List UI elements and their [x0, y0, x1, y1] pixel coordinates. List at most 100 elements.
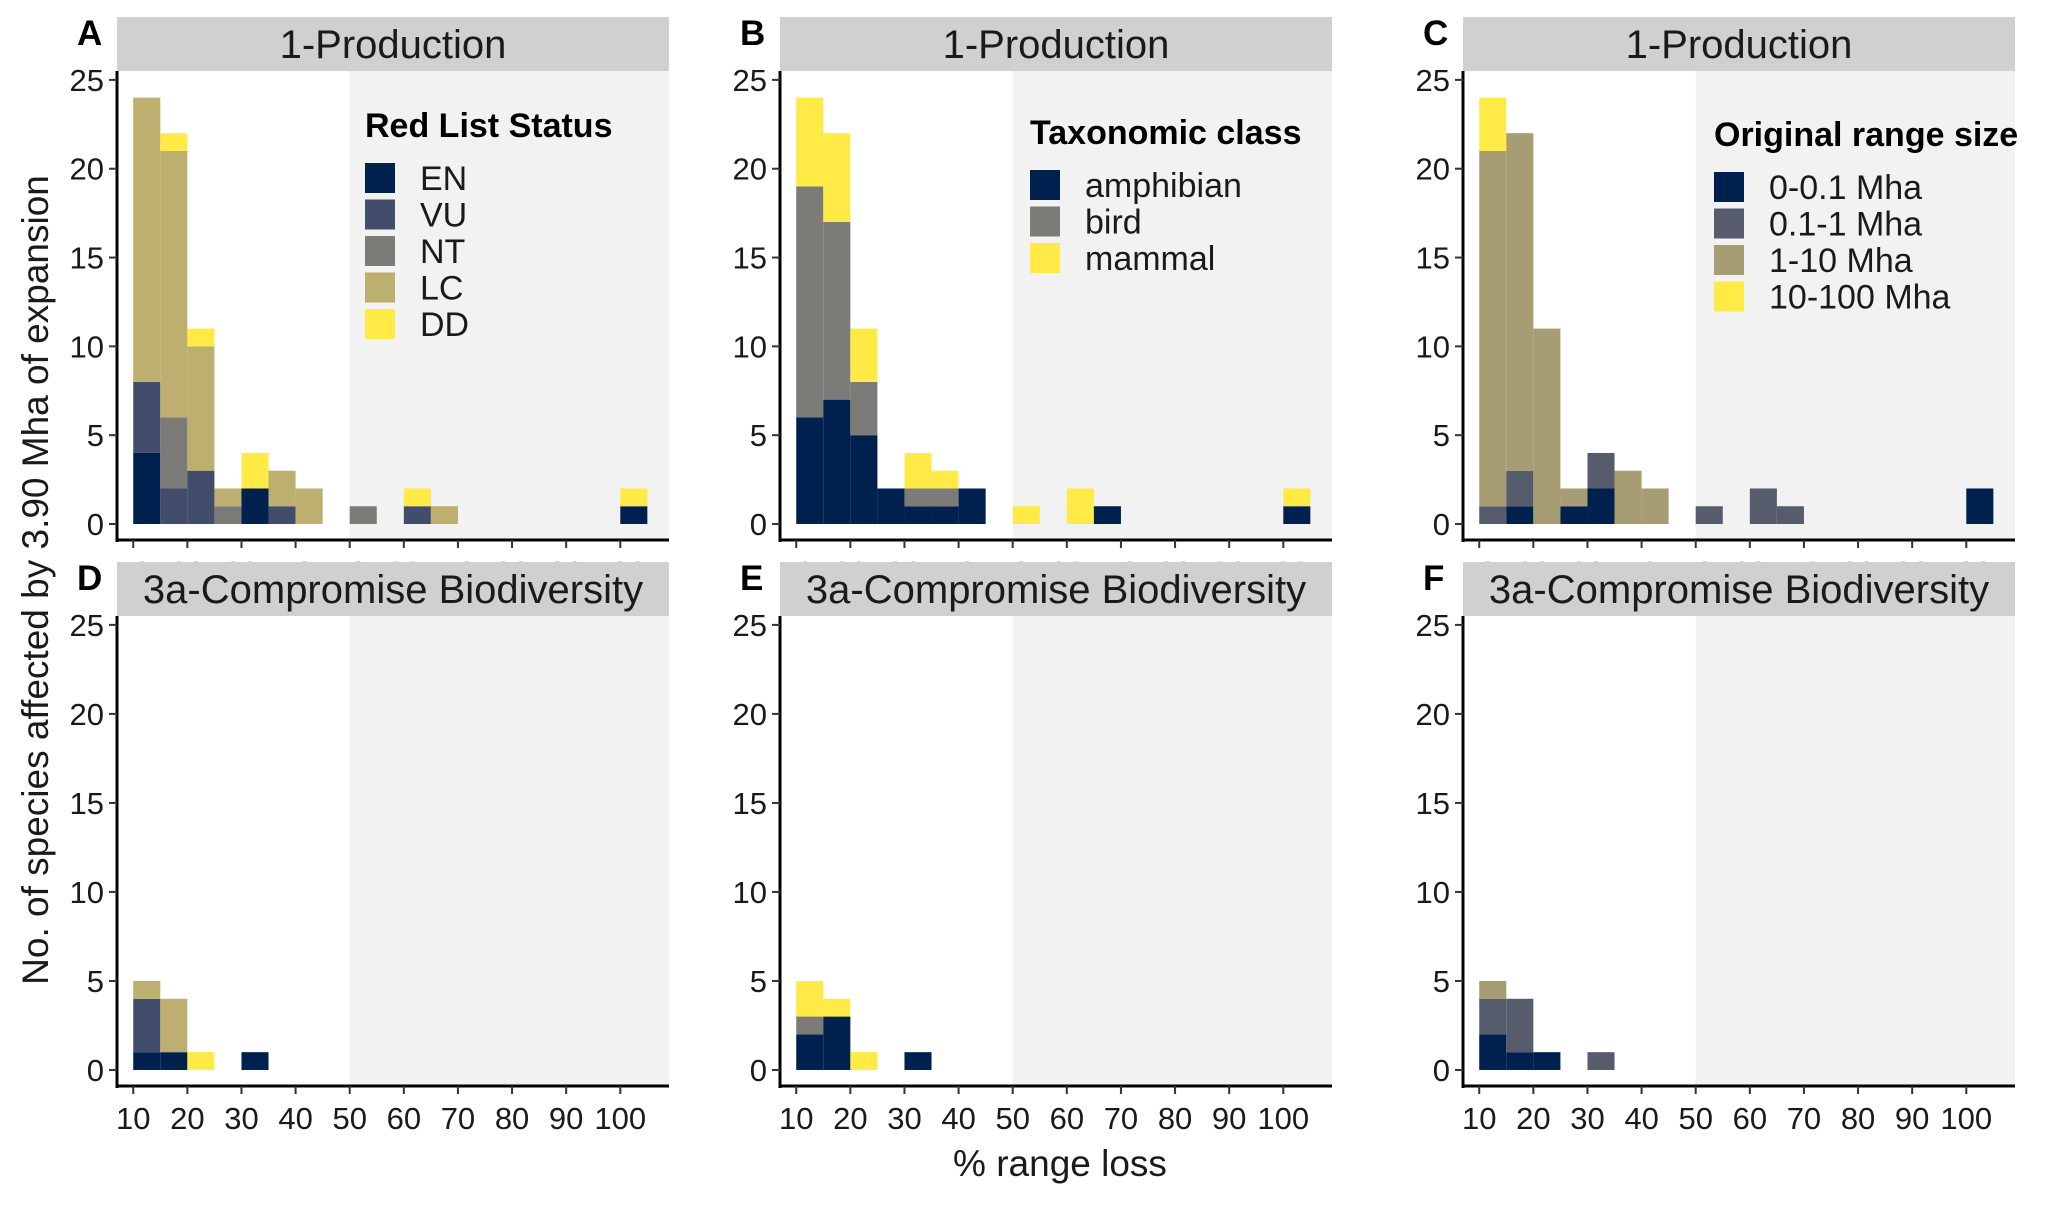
shaded-region: [1695, 616, 2015, 1086]
facet-strip-label: 1-Production: [943, 23, 1170, 67]
facet-strip-label: 3a-Compromise Biodiversity: [143, 568, 643, 612]
histogram-bar-segment: [1506, 506, 1534, 525]
facet-strip: [1463, 17, 2015, 71]
x-tick-label: 30: [887, 1101, 921, 1136]
histogram-bar-segment: [160, 150, 188, 418]
histogram-bar-segment: [133, 452, 161, 525]
legend-swatch: [365, 272, 395, 303]
histogram-bar-segment: [1283, 506, 1311, 525]
panel-letter: D: [77, 559, 102, 598]
histogram-bar-segment: [904, 452, 932, 489]
legend-swatch: [365, 163, 395, 193]
histogram-bar-segment: [295, 488, 323, 525]
histogram-bar-segment: [430, 506, 458, 525]
histogram-bar-segment: [187, 346, 215, 471]
facet-strip-label: 1-Production: [280, 23, 507, 67]
histogram-bar-segment: [187, 470, 215, 525]
x-tick-label: 90: [1212, 1101, 1246, 1136]
histogram-bar-segment: [1966, 488, 1994, 525]
histogram-bar-segment: [850, 381, 878, 436]
x-tick-label: 100: [1257, 1101, 1309, 1136]
y-tick-label: 5: [750, 418, 767, 453]
legend-title: Red List Status: [365, 107, 612, 145]
histogram-bar-segment: [877, 488, 905, 525]
x-tick-label: 10: [116, 1101, 150, 1136]
legend-swatch: [1030, 243, 1060, 273]
x-tick-label: 60: [1050, 1101, 1084, 1136]
shaded-region: [349, 616, 669, 1086]
y-axis-title: No. of species affected by 3.90 Mha of e…: [15, 175, 56, 985]
facet-strip: [117, 562, 669, 616]
histogram-bar-segment: [187, 328, 215, 347]
histogram-bar-segment: [133, 998, 161, 1053]
histogram-bar-segment: [823, 222, 851, 400]
histogram-bar-segment: [1587, 452, 1615, 489]
histogram-bar-segment: [1093, 506, 1121, 525]
histogram-bar-segment: [349, 506, 377, 525]
legend-label: 1-10 Mha: [1769, 242, 1913, 280]
panel-letter: E: [740, 559, 763, 598]
histogram-bar-segment: [823, 998, 851, 1017]
legend-label: EN: [420, 160, 467, 198]
histogram-bar-segment: [1506, 998, 1534, 1053]
y-tick-label: 0: [87, 507, 104, 542]
y-tick-label: 15: [1416, 786, 1450, 821]
histogram-bar-segment: [850, 1052, 878, 1070]
facet-panel-b: 1-ProductionB051015202510203040506070809…: [733, 14, 1332, 590]
legend-swatch: [1714, 245, 1744, 275]
histogram-bar-segment: [1641, 488, 1669, 525]
histogram-bar-segment: [1479, 150, 1507, 507]
x-tick-label: 20: [170, 1101, 204, 1136]
shaded-region: [349, 71, 669, 540]
histogram-bar-segment: [850, 328, 878, 382]
x-tick-label: 80: [495, 1101, 529, 1136]
histogram-bar-segment: [160, 133, 188, 151]
legend-label: LC: [420, 270, 463, 308]
y-tick-label: 15: [733, 241, 767, 276]
histogram-bar-segment: [1506, 133, 1534, 471]
y-tick-label: 20: [70, 152, 104, 187]
x-tick-label: 30: [1570, 1101, 1604, 1136]
legend-label: mammal: [1085, 240, 1215, 278]
facet-strip: [780, 562, 1332, 616]
histogram-bar-segment: [796, 980, 824, 1017]
histogram-bar-segment: [1776, 506, 1804, 525]
histogram-bar-segment: [1506, 470, 1534, 507]
legend-swatch: [365, 309, 395, 339]
x-tick-label: 40: [278, 1101, 312, 1136]
legend-label: 10-100 Mha: [1769, 279, 1951, 317]
histogram-bar-segment: [1614, 470, 1642, 525]
histogram-bar-segment: [160, 1052, 188, 1070]
y-tick-label: 5: [87, 418, 104, 453]
legend-label: 0-0.1 Mha: [1769, 169, 1922, 207]
histogram-bar-segment: [1749, 488, 1777, 525]
histogram-bar-segment: [403, 488, 431, 507]
legend-swatch: [365, 199, 395, 230]
y-tick-label: 5: [87, 964, 104, 999]
histogram-bar-segment: [214, 506, 242, 525]
histogram-bar-segment: [620, 488, 648, 507]
histogram-bar-segment: [796, 1016, 824, 1035]
histogram-bar-segment: [133, 97, 161, 382]
legend-swatch: [1714, 172, 1744, 202]
legend-swatch: [1714, 281, 1744, 312]
y-tick-label: 5: [1433, 418, 1450, 453]
x-tick-label: 50: [332, 1101, 366, 1136]
x-tick-label: 90: [549, 1101, 583, 1136]
y-tick-label: 25: [1416, 608, 1450, 643]
legend-label: NT: [420, 233, 465, 271]
y-tick-label: 10: [70, 875, 104, 910]
legend-label: bird: [1085, 204, 1142, 242]
x-tick-label: 80: [1158, 1101, 1192, 1136]
y-tick-label: 15: [70, 786, 104, 821]
histogram-bar-segment: [133, 1052, 161, 1070]
y-tick-label: 10: [733, 329, 767, 364]
histogram-bar-segment: [160, 998, 188, 1053]
shaded-region: [1012, 616, 1332, 1086]
y-tick-label: 0: [87, 1053, 104, 1088]
x-tick-label: 70: [1104, 1101, 1138, 1136]
histogram-bar-segment: [796, 417, 824, 525]
